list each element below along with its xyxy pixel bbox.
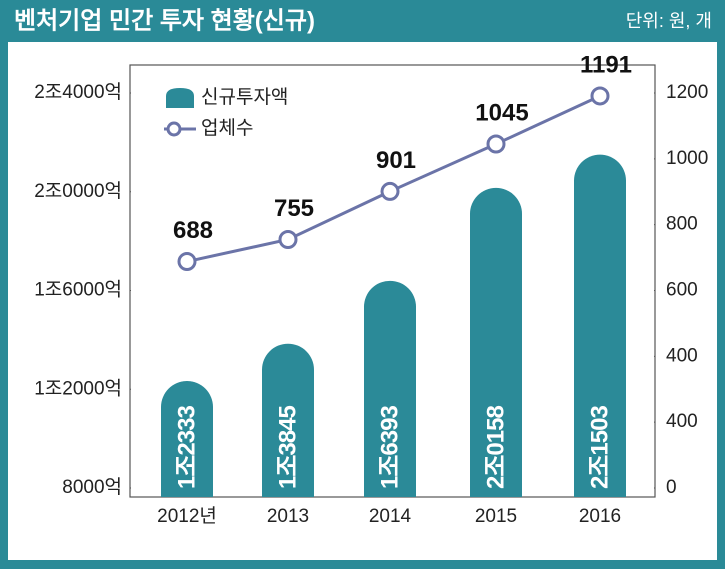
y2-tick-label: 800 — [666, 214, 698, 235]
y-tick-label: 1조2000억 — [34, 377, 122, 399]
bar — [574, 154, 626, 497]
point-label: 901 — [376, 147, 416, 174]
point-label: 1191 — [580, 51, 632, 78]
x-tick-label: 2016 — [579, 506, 621, 527]
bar-label: 1조6393 — [376, 406, 403, 489]
y-tick-label: 2조0000억 — [34, 180, 122, 202]
y-tick-label: 8000억 — [62, 476, 122, 498]
y2-tick-label: 1000 — [666, 148, 708, 169]
legend-swatch — [166, 88, 194, 108]
point — [380, 181, 400, 201]
y2-tick-label: 400 — [666, 345, 698, 366]
y-tick-label: 1조6000억 — [34, 279, 122, 301]
chart-title: 벤처기업 민간 투자 현황(신규) — [14, 7, 315, 34]
bar — [161, 381, 213, 497]
y2-tick-label: 1200 — [666, 82, 708, 103]
y2-tick-label: 400 — [666, 411, 698, 432]
bar — [262, 343, 314, 497]
point-label: 1045 — [475, 99, 528, 126]
x-tick-label: 2015 — [475, 506, 517, 527]
bar-label: 1조3845 — [274, 406, 301, 489]
x-tick-label: 2013 — [267, 506, 309, 527]
y2-tick-label: 600 — [666, 280, 698, 301]
bar-label: 2조1503 — [586, 406, 613, 489]
point-label: 688 — [173, 217, 213, 244]
legend-swatch — [166, 121, 182, 137]
point — [278, 229, 298, 249]
point — [177, 252, 197, 272]
x-tick-label: 2012년 — [157, 505, 217, 527]
y-tick-label: 2조4000억 — [34, 81, 122, 103]
bar-label: 1조2333 — [173, 406, 200, 489]
point-label: 755 — [274, 195, 314, 222]
x-tick-label: 2014 — [369, 506, 412, 527]
point — [486, 134, 506, 154]
unit-note: 단위: 원, 개 — [626, 11, 712, 31]
y2-tick-label: 0 — [666, 477, 677, 498]
bar-label: 2조0158 — [482, 406, 509, 489]
point — [590, 86, 610, 106]
bar — [364, 280, 416, 497]
bar — [470, 187, 522, 497]
legend-label: 신규투자액 — [201, 86, 288, 108]
legend-label: 업체수 — [201, 117, 253, 139]
